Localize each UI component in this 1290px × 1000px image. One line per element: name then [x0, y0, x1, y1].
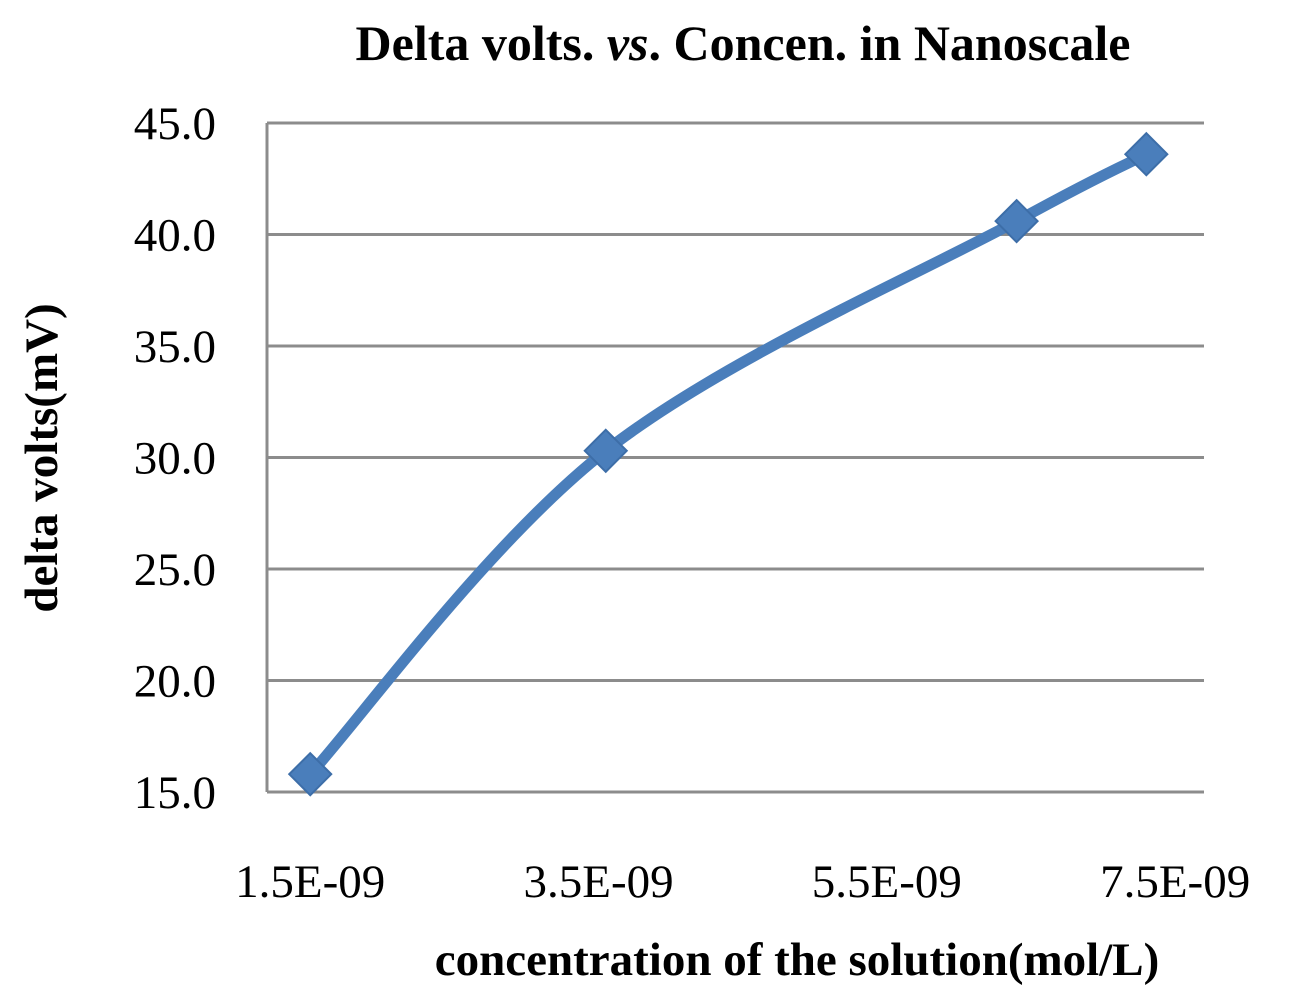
chart-title-part-3: . Concen. in Nanoscale: [649, 15, 1131, 71]
x-tick-label-1: 3.5E-09: [523, 856, 673, 908]
y-tick-label-6: 45.0: [134, 98, 216, 150]
y-tick-label-5: 40.0: [134, 210, 216, 262]
y-tick-label-2: 25.0: [134, 544, 216, 596]
chart-title-part-1: Delta volts.: [356, 15, 607, 71]
y-axis-label: delta volts(mV): [16, 303, 68, 612]
series: [287, 131, 1169, 797]
series-0-point-2: [994, 198, 1040, 244]
series-0-point-3: [1123, 131, 1169, 177]
y-tick-label-4: 35.0: [134, 321, 216, 373]
series-0-point-0: [287, 751, 333, 797]
y-tick-label-0: 15.0: [134, 767, 216, 819]
y-tick-label-1: 20.0: [134, 656, 216, 708]
series-0-line: [304, 148, 1152, 780]
x-tick-label-2: 5.5E-09: [812, 856, 962, 908]
x-tick-label-0: 1.5E-09: [235, 856, 385, 908]
x-tick-label-3: 7.5E-09: [1100, 856, 1250, 908]
chart-title-part-2: vs: [607, 15, 649, 71]
tick-labels: 15.0 20.0 25.0 30.0 35.0 40.0 45.0 1.5E-09 3.5E-…: [134, 98, 1250, 908]
x-axis-label: concentration of the solution(mol/L): [435, 934, 1160, 986]
gridlines: [267, 121, 1204, 794]
chart-title: Delta volts. vs. Concen. in Nanoscale: [356, 15, 1131, 71]
series-0-point-1: [583, 428, 629, 474]
y-tick-label-3: 30.0: [134, 433, 216, 485]
axes: [265, 123, 1204, 794]
